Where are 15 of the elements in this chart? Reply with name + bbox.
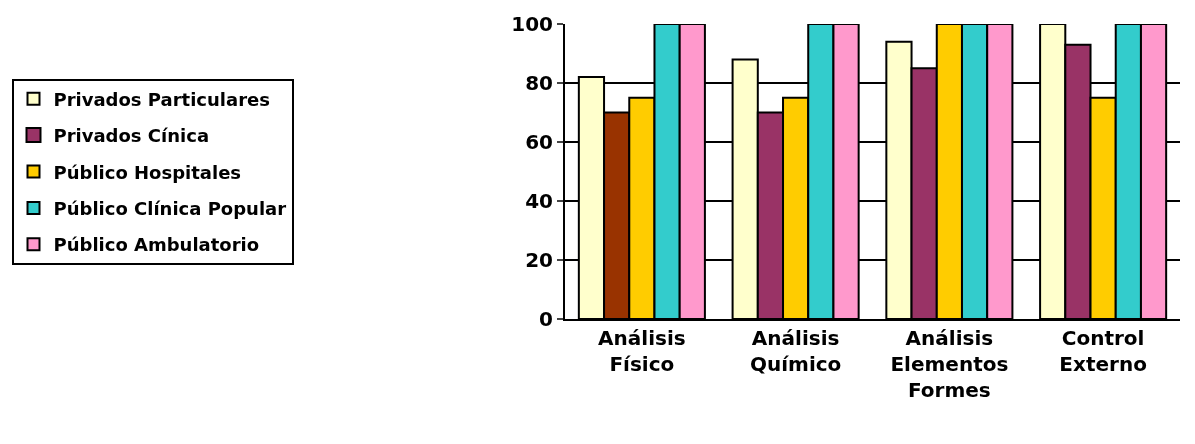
legend-label: Público Ambulatorio [53,234,260,256]
x-tick-label: Control Externo [1059,326,1147,376]
y-tick-label: 60 [525,130,553,154]
x-tick-label: Análisis Elementos Formes [890,326,1009,402]
y-tick-label: 80 [525,71,553,95]
x-tick-label: Análisis Físico [598,326,686,376]
x-tick-label: Análisis Químico [749,326,842,376]
y-tick-label: 0 [539,307,553,331]
legend-label: Público Hospitales [53,161,242,183]
y-tick-label: 40 [525,189,553,213]
legend-label: Privados Cínica [53,125,210,147]
y-tick-label: 100 [511,12,553,36]
legend-label: Público Clínica Popular [53,197,287,219]
legend-label: Privados Particulares [53,88,270,110]
y-tick-label: 20 [525,248,553,272]
